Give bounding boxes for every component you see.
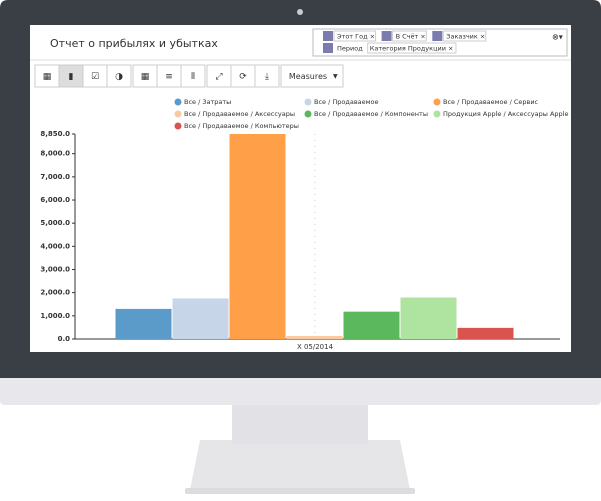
filter-icon — [432, 31, 443, 41]
facet-box — [367, 42, 457, 54]
y-tick-label: 1,000.0 — [40, 312, 70, 320]
toolbar-icon: ▮ — [69, 72, 74, 82]
toolbar-icon: ⟳ — [239, 72, 247, 82]
filter-icon — [323, 31, 333, 41]
facet-remove[interactable]: × — [420, 33, 425, 41]
y-tick-label: 7,000.0 — [40, 173, 70, 181]
groupby-label: Период — [337, 45, 363, 53]
bar — [343, 311, 400, 339]
y-tick-label: 2,000.0 — [40, 289, 70, 297]
toolbar-icon: ◑ — [115, 72, 123, 82]
y-tick-label: 0.0 — [58, 335, 71, 343]
bar — [115, 308, 172, 339]
filter-facet[interactable]: Этот Год — [337, 33, 368, 41]
legend-label: Все / Продаваемое / Сервис — [443, 98, 539, 106]
facet-box — [333, 30, 377, 42]
facet-box — [442, 30, 487, 42]
facet-remove[interactable]: × — [370, 33, 375, 41]
y-tick-label: 8,850.0 — [40, 130, 70, 138]
page-title: Отчет о прибылях и убытках — [50, 37, 218, 50]
toolbar-icon: ⤓ — [265, 72, 269, 82]
facet-box — [392, 30, 427, 42]
x-tick-label: X 05/2014 — [297, 343, 334, 351]
legend-swatch — [304, 98, 312, 106]
bar — [172, 298, 229, 339]
y-tick-label: 6,000.0 — [40, 196, 70, 204]
search-clear[interactable]: ⊗▾ — [552, 33, 563, 42]
bar — [400, 297, 457, 339]
filter-icon — [381, 31, 392, 41]
legend-label: Все / Затраты — [184, 98, 231, 106]
legend-swatch — [433, 110, 441, 118]
stand-neck — [232, 404, 368, 444]
bar — [229, 134, 286, 339]
toolbar-icon: ▦ — [43, 72, 52, 82]
groupby-facet[interactable]: Категория Продукции — [370, 45, 446, 53]
toolbar-button[interactable] — [106, 64, 132, 88]
measures-button[interactable] — [280, 64, 344, 88]
y-tick-label: 4,000.0 — [40, 242, 70, 250]
legend-label: Все / Продаваемое / Аксессуары — [184, 110, 295, 118]
toolbar-icon: ▦ — [141, 72, 150, 82]
legend-label: Продукция Apple / Аксессуары Apple — [443, 110, 568, 118]
toolbar-icon: ⫴ — [191, 72, 195, 82]
stand — [190, 440, 410, 490]
measures-label[interactable]: Measures — [289, 72, 327, 81]
camera — [297, 9, 303, 15]
legend-label: Все / Продаваемое / Компоненты — [314, 110, 428, 118]
toolbar-icon: ≡ — [165, 72, 173, 82]
legend-swatch — [433, 98, 441, 106]
legend-swatch — [174, 98, 182, 106]
legend-swatch — [174, 110, 182, 118]
y-tick-label: 5,000.0 — [40, 219, 70, 227]
caret: ▼ — [333, 73, 338, 80]
y-tick-label: 8,000.0 — [40, 150, 70, 158]
bar — [286, 335, 343, 339]
facet-remove[interactable]: × — [448, 45, 453, 53]
legend-swatch — [174, 122, 182, 130]
toolbar-icon: ⤢ — [214, 72, 222, 82]
monitor-chin — [0, 377, 601, 405]
filter-facet[interactable]: Заказчик — [446, 33, 478, 41]
legend-label: Все / Продаваемое / Компьютеры — [184, 122, 299, 130]
toolbar-button[interactable] — [254, 64, 280, 88]
groupby-icon — [323, 43, 333, 53]
legend-swatch — [304, 110, 312, 118]
legend-label: Все / Продаваемое — [314, 98, 379, 106]
toolbar-button[interactable] — [180, 64, 206, 88]
y-tick-label: 3,000.0 — [40, 266, 70, 274]
filter-facet[interactable]: В Счёт — [396, 33, 419, 41]
toolbar-icon: ☑ — [91, 72, 99, 82]
stand-base — [185, 488, 415, 494]
bar — [457, 327, 514, 339]
facet-remove[interactable]: × — [480, 33, 485, 41]
